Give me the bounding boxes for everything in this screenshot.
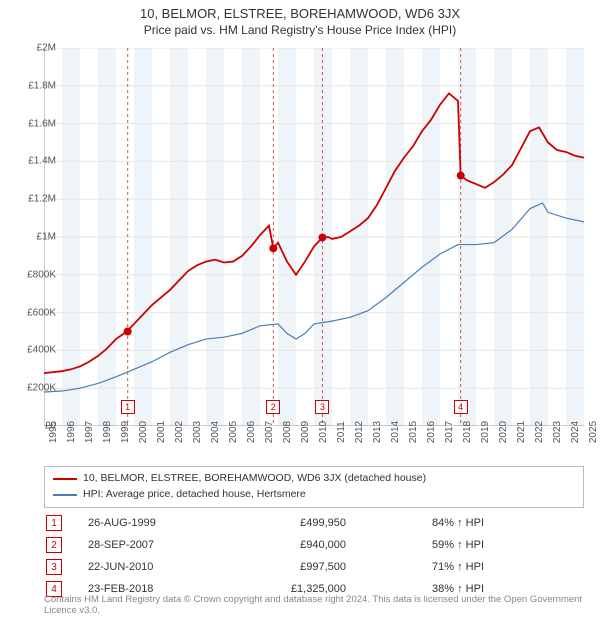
x-tick-label: 2003 xyxy=(192,421,203,443)
x-tick-label: 2024 xyxy=(570,421,581,443)
x-tick-label: 2023 xyxy=(552,421,563,443)
x-tick-label: 2020 xyxy=(498,421,509,443)
event-date: 22-JUN-2010 xyxy=(88,561,208,573)
event-num: 2 xyxy=(46,537,62,553)
sale-marker-box: 4 xyxy=(454,400,468,414)
event-date: 26-AUG-1999 xyxy=(88,517,208,529)
x-tick-label: 2012 xyxy=(354,421,365,443)
y-tick-label: £200K xyxy=(16,383,56,394)
event-num: 3 xyxy=(46,559,62,575)
x-tick-label: 2006 xyxy=(246,421,257,443)
x-tick-label: 2021 xyxy=(516,421,527,443)
y-tick-label: £1.8M xyxy=(16,80,56,91)
chart-container: 10, BELMOR, ELSTREE, BOREHAMWOOD, WD6 3J… xyxy=(0,0,600,620)
event-num: 1 xyxy=(46,515,62,531)
x-tick-label: 2008 xyxy=(282,421,293,443)
x-tick-label: 1998 xyxy=(102,421,113,443)
event-price: £997,500 xyxy=(226,561,346,573)
legend-swatch-property xyxy=(53,478,77,480)
y-tick-label: £400K xyxy=(16,345,56,356)
event-row: 3 22-JUN-2010 £997,500 71% ↑ HPI xyxy=(44,556,584,578)
y-tick-label: £1M xyxy=(16,232,56,243)
x-tick-label: 2018 xyxy=(462,421,473,443)
x-tick-label: 2004 xyxy=(210,421,221,443)
x-tick-label: 2013 xyxy=(372,421,383,443)
x-tick-label: 1999 xyxy=(120,421,131,443)
x-tick-label: 1996 xyxy=(66,421,77,443)
event-pct: 71% ↑ HPI xyxy=(364,561,484,573)
sale-marker-box: 2 xyxy=(266,400,280,414)
footer-attribution: Contains HM Land Registry data © Crown c… xyxy=(44,594,584,617)
x-tick-label: 1995 xyxy=(48,421,59,443)
x-tick-label: 2010 xyxy=(318,421,329,443)
x-tick-label: 2014 xyxy=(390,421,401,443)
title-address: 10, BELMOR, ELSTREE, BOREHAMWOOD, WD6 3J… xyxy=(0,6,600,21)
x-tick-label: 2005 xyxy=(228,421,239,443)
chart-svg xyxy=(44,48,584,426)
event-row: 2 28-SEP-2007 £940,000 59% ↑ HPI xyxy=(44,534,584,556)
x-tick-label: 1997 xyxy=(84,421,95,443)
x-tick-label: 2002 xyxy=(174,421,185,443)
title-block: 10, BELMOR, ELSTREE, BOREHAMWOOD, WD6 3J… xyxy=(0,0,600,39)
y-tick-label: £1.2M xyxy=(16,194,56,205)
event-date: 28-SEP-2007 xyxy=(88,539,208,551)
x-tick-label: 2016 xyxy=(426,421,437,443)
legend-label-property: 10, BELMOR, ELSTREE, BOREHAMWOOD, WD6 3J… xyxy=(83,471,426,487)
y-tick-label: £1.6M xyxy=(16,118,56,129)
x-tick-label: 2025 xyxy=(588,421,599,443)
legend-box: 10, BELMOR, ELSTREE, BOREHAMWOOD, WD6 3J… xyxy=(44,466,584,508)
legend-label-hpi: HPI: Average price, detached house, Hert… xyxy=(83,487,306,503)
event-pct: 59% ↑ HPI xyxy=(364,539,484,551)
chart-plot-area xyxy=(44,48,584,426)
x-tick-label: 2007 xyxy=(264,421,275,443)
sale-marker-box: 3 xyxy=(315,400,329,414)
x-tick-label: 2000 xyxy=(138,421,149,443)
x-tick-label: 2017 xyxy=(444,421,455,443)
sale-marker-box: 1 xyxy=(121,400,135,414)
x-tick-label: 2019 xyxy=(480,421,491,443)
x-tick-label: 2011 xyxy=(336,421,347,443)
y-tick-label: £2M xyxy=(16,43,56,54)
legend-swatch-hpi xyxy=(53,494,77,496)
event-price: £940,000 xyxy=(226,539,346,551)
event-row: 1 26-AUG-1999 £499,950 84% ↑ HPI xyxy=(44,512,584,534)
x-tick-label: 2015 xyxy=(408,421,419,443)
x-tick-label: 2022 xyxy=(534,421,545,443)
x-tick-label: 2009 xyxy=(300,421,311,443)
y-tick-label: £800K xyxy=(16,269,56,280)
event-pct: 84% ↑ HPI xyxy=(364,517,484,529)
events-table: 1 26-AUG-1999 £499,950 84% ↑ HPI 2 28-SE… xyxy=(44,512,584,600)
y-tick-label: £600K xyxy=(16,307,56,318)
x-tick-label: 2001 xyxy=(156,421,167,443)
legend-item-hpi: HPI: Average price, detached house, Hert… xyxy=(53,487,575,503)
title-subtitle: Price paid vs. HM Land Registry's House … xyxy=(0,23,600,37)
event-price: £499,950 xyxy=(226,517,346,529)
legend-item-property: 10, BELMOR, ELSTREE, BOREHAMWOOD, WD6 3J… xyxy=(53,471,575,487)
y-tick-label: £1.4M xyxy=(16,156,56,167)
